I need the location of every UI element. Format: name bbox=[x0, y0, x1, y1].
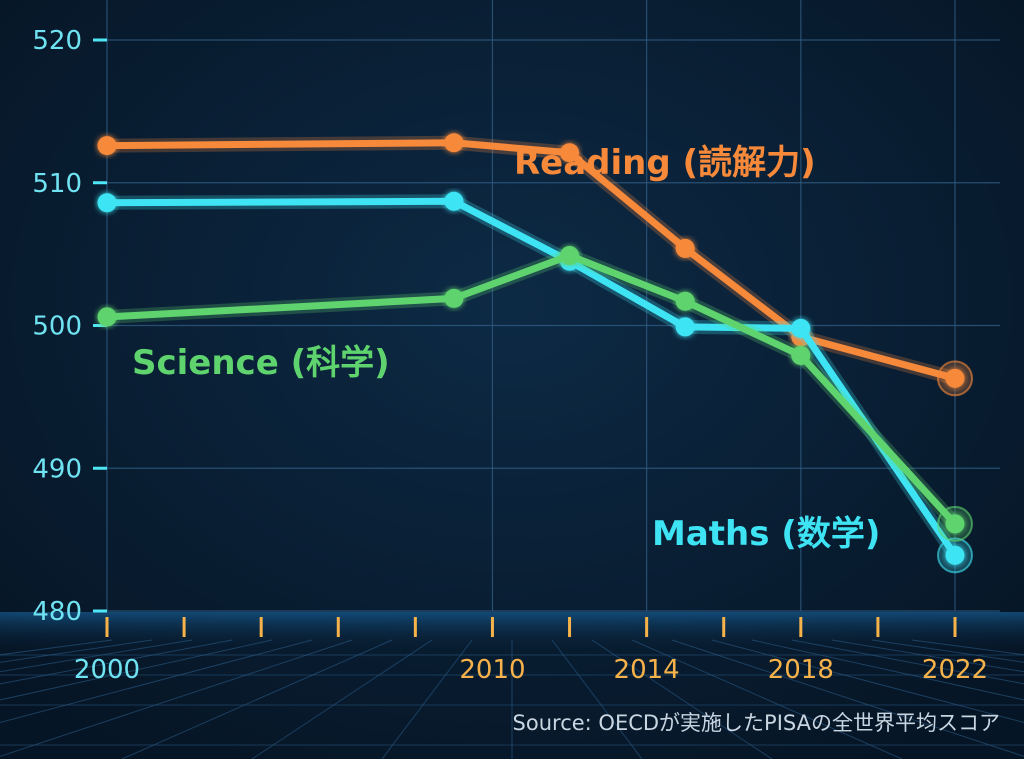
floor-line bbox=[0, 639, 353, 757]
x-tick-label: 2014 bbox=[614, 655, 680, 685]
series-label-maths: Maths (数学) bbox=[652, 514, 880, 554]
x-tick-labels: 2000 2010 2014 2018 2022 bbox=[74, 655, 988, 685]
data-point bbox=[560, 246, 580, 266]
data-point bbox=[945, 514, 965, 534]
x-tick-label: 2010 bbox=[459, 655, 525, 685]
floor-line bbox=[251, 639, 433, 759]
series-label-science: Science (科学) bbox=[132, 343, 390, 383]
floor-line bbox=[711, 639, 1024, 724]
x-tick-label: 2000 bbox=[74, 655, 140, 685]
data-point bbox=[444, 288, 464, 308]
series-2 bbox=[97, 246, 973, 542]
y-tick-labels: 480 490 500 510 520 bbox=[32, 26, 82, 627]
data-point bbox=[675, 238, 695, 258]
y-tick-label: 500 bbox=[32, 312, 82, 342]
data-point bbox=[444, 133, 464, 153]
floor-line bbox=[0, 639, 313, 724]
floor-line bbox=[791, 639, 1024, 685]
floor-line bbox=[381, 639, 473, 759]
y-tick-label: 490 bbox=[32, 454, 82, 484]
y-tick-label: 510 bbox=[32, 169, 82, 199]
series-line bbox=[103, 197, 959, 559]
floor-line bbox=[591, 639, 773, 759]
data-point bbox=[945, 368, 965, 388]
data-point bbox=[97, 307, 117, 327]
floor-line bbox=[0, 639, 233, 685]
floor-line bbox=[0, 639, 193, 673]
floor-line bbox=[0, 639, 153, 663]
x-tick-label: 2018 bbox=[768, 655, 834, 685]
data-point bbox=[444, 191, 464, 211]
floor-line bbox=[871, 639, 1024, 663]
y-tick-label: 480 bbox=[32, 597, 82, 627]
data-point bbox=[675, 291, 695, 311]
data-point bbox=[945, 545, 965, 565]
series-line bbox=[103, 252, 959, 528]
data-point bbox=[560, 143, 580, 163]
data-point bbox=[97, 136, 117, 156]
series-line bbox=[103, 139, 959, 382]
floor-line bbox=[121, 639, 393, 759]
series-0 bbox=[97, 133, 973, 397]
data-point bbox=[675, 317, 695, 337]
floor-line bbox=[751, 639, 1024, 701]
floor-line bbox=[551, 639, 643, 759]
perspective-floor-grid bbox=[0, 639, 1024, 759]
floor-line bbox=[0, 639, 273, 701]
axes bbox=[93, 30, 957, 637]
data-point bbox=[97, 193, 117, 213]
data-point bbox=[791, 345, 811, 365]
floor-line bbox=[831, 639, 1024, 673]
floor-line bbox=[631, 639, 903, 759]
x-tick-label: 2022 bbox=[922, 655, 988, 685]
series-label-reading: Reading (読解力) bbox=[514, 143, 816, 183]
floor-line bbox=[671, 639, 1024, 757]
y-tick-label: 520 bbox=[32, 26, 82, 56]
series-group bbox=[97, 133, 973, 574]
data-point bbox=[791, 318, 811, 338]
source-note: Source: OECDが実施したPISAの全世界平均スコア bbox=[513, 711, 1000, 735]
